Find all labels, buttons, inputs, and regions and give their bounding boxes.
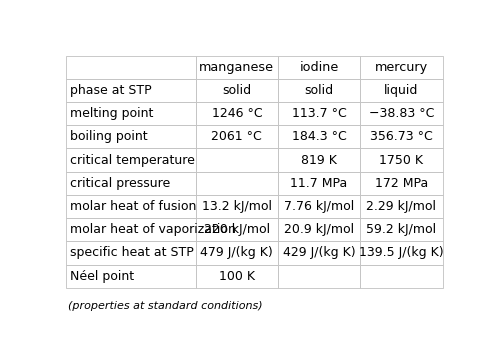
Bar <box>360 56 442 79</box>
Text: 7.76 kJ/mol: 7.76 kJ/mol <box>284 200 354 213</box>
Text: Néel point: Néel point <box>70 270 134 283</box>
Bar <box>278 218 360 241</box>
Text: 184.3 °C: 184.3 °C <box>292 130 346 143</box>
Bar <box>66 218 196 241</box>
Text: 819 K: 819 K <box>301 154 337 167</box>
Bar <box>278 172 360 195</box>
Text: 356.73 °C: 356.73 °C <box>370 130 433 143</box>
Text: 139.5 J/(kg K): 139.5 J/(kg K) <box>359 246 443 260</box>
Text: critical pressure: critical pressure <box>70 177 171 190</box>
Bar <box>278 125 360 148</box>
Bar <box>196 56 278 79</box>
Text: 13.2 kJ/mol: 13.2 kJ/mol <box>202 200 272 213</box>
Bar <box>66 241 196 265</box>
Bar <box>196 172 278 195</box>
Text: 1246 °C: 1246 °C <box>212 107 262 120</box>
Text: 220 kJ/mol: 220 kJ/mol <box>204 223 270 236</box>
Text: 429 J/(kg K): 429 J/(kg K) <box>283 246 355 260</box>
Bar <box>196 241 278 265</box>
Text: solid: solid <box>222 84 251 97</box>
Bar <box>66 79 196 102</box>
Bar <box>360 79 442 102</box>
Text: 2061 °C: 2061 °C <box>211 130 262 143</box>
Bar <box>360 172 442 195</box>
Bar <box>66 125 196 148</box>
Bar <box>360 102 442 125</box>
Text: critical temperature: critical temperature <box>70 154 195 167</box>
Bar <box>66 148 196 172</box>
Bar <box>66 265 196 288</box>
Text: 11.7 MPa: 11.7 MPa <box>290 177 348 190</box>
Bar <box>196 102 278 125</box>
Text: iodine: iodine <box>300 61 339 74</box>
Text: 172 MPa: 172 MPa <box>374 177 428 190</box>
Text: 59.2 kJ/mol: 59.2 kJ/mol <box>366 223 436 236</box>
Text: solid: solid <box>305 84 333 97</box>
Bar <box>278 102 360 125</box>
Text: molar heat of fusion: molar heat of fusion <box>70 200 197 213</box>
Text: boiling point: boiling point <box>70 130 148 143</box>
Text: 2.29 kJ/mol: 2.29 kJ/mol <box>367 200 436 213</box>
Bar <box>196 265 278 288</box>
Text: melting point: melting point <box>70 107 154 120</box>
Bar <box>66 102 196 125</box>
Bar <box>66 195 196 218</box>
Bar <box>278 195 360 218</box>
Text: phase at STP: phase at STP <box>70 84 152 97</box>
Bar <box>196 79 278 102</box>
Bar <box>360 265 442 288</box>
Bar <box>278 148 360 172</box>
Text: 1750 K: 1750 K <box>379 154 423 167</box>
Bar <box>278 79 360 102</box>
Bar <box>278 265 360 288</box>
Bar <box>360 125 442 148</box>
Bar <box>360 241 442 265</box>
Bar <box>196 195 278 218</box>
Bar <box>66 172 196 195</box>
Bar <box>360 148 442 172</box>
Bar <box>360 195 442 218</box>
Text: 113.7 °C: 113.7 °C <box>292 107 346 120</box>
Text: manganese: manganese <box>199 61 274 74</box>
Bar <box>196 218 278 241</box>
Bar <box>278 56 360 79</box>
Text: −38.83 °C: −38.83 °C <box>369 107 434 120</box>
Text: 20.9 kJ/mol: 20.9 kJ/mol <box>284 223 354 236</box>
Bar <box>196 125 278 148</box>
Text: 100 K: 100 K <box>219 270 255 283</box>
Text: 479 J/(kg K): 479 J/(kg K) <box>200 246 273 260</box>
Bar <box>196 148 278 172</box>
Text: liquid: liquid <box>384 84 419 97</box>
Bar <box>66 56 196 79</box>
Bar <box>278 241 360 265</box>
Text: molar heat of vaporization: molar heat of vaporization <box>70 223 236 236</box>
Bar <box>360 218 442 241</box>
Text: mercury: mercury <box>375 61 428 74</box>
Text: specific heat at STP: specific heat at STP <box>70 246 194 260</box>
Text: (properties at standard conditions): (properties at standard conditions) <box>68 301 262 311</box>
